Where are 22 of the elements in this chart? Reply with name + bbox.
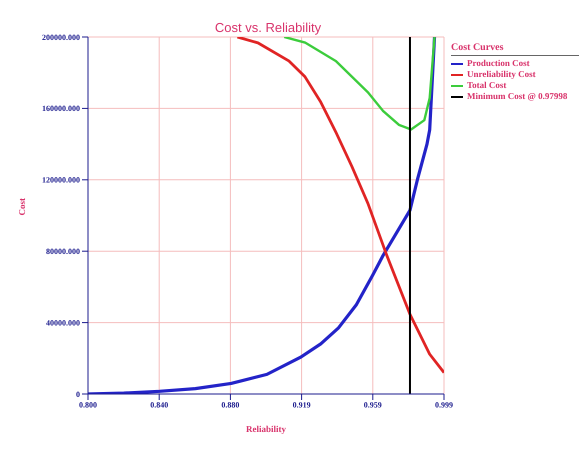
legend-title: Cost Curves (451, 42, 579, 56)
y-tick-label: 160000.000 (42, 104, 80, 114)
legend-label: Unreliability Cost (467, 69, 536, 80)
y-tick-label: 0 (76, 390, 80, 399)
x-tick-label: 0.880 (221, 400, 240, 410)
legend-label: Production Cost (467, 58, 530, 69)
x-tick-label: 0.999 (435, 400, 453, 410)
y-tick-label: 80000.000 (46, 247, 80, 256)
legend-label: Minimum Cost @ 0.97998 (467, 91, 568, 102)
legend-label: Total Cost (467, 80, 506, 91)
y-tick-label: 120000.000 (42, 176, 80, 185)
y-axis-title: Cost (17, 198, 28, 216)
line-series (283, 37, 436, 131)
x-tick-label: 0.959 (364, 400, 382, 410)
x-tick-label: 0.919 (292, 400, 311, 410)
chart-title: Cost vs. Reliability (214, 20, 322, 35)
y-tick-label: 40000.000 (46, 318, 80, 328)
y-tick-label: 200000.000 (42, 32, 80, 42)
x-tick-label: 0.840 (150, 400, 168, 410)
x-axis-title: Reliability (246, 424, 286, 434)
line-series (236, 37, 444, 374)
x-tick-label: 0.800 (79, 400, 97, 410)
